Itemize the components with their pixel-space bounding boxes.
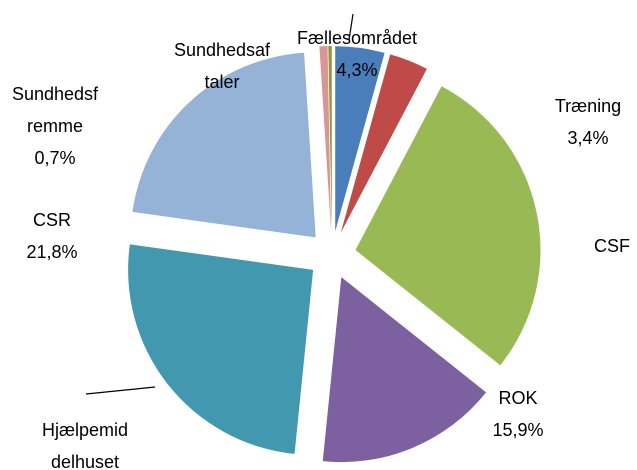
data-label: Træning 3,4% (555, 90, 621, 154)
pie-slice (355, 86, 541, 366)
leader-line (85, 386, 156, 395)
pie-slice (132, 52, 316, 238)
pie-slice (340, 54, 427, 233)
data-label: Sundhedsaf taler (174, 34, 270, 98)
category-label: ROK (498, 388, 538, 408)
pie-slice (319, 46, 332, 232)
data-label: Hjælpemid delhuset (42, 414, 128, 470)
category-label: CSR (32, 210, 72, 230)
data-label: ROK 15,9% (492, 382, 543, 446)
data-label: CSF (594, 230, 630, 262)
category-label: Sundhedsf remme (11, 84, 99, 136)
leader-line (348, 13, 354, 41)
category-label: Sundhedsaf taler (173, 40, 271, 92)
category-label: Fællesområdet (296, 28, 418, 48)
pie-slice (335, 46, 385, 232)
category-label: Hjælpemid delhuset (41, 420, 129, 470)
pie-slice (322, 277, 487, 463)
data-label: CSR 21,8% (26, 204, 77, 268)
value-label: 15,9% (492, 420, 544, 440)
data-label: Fællesområdet 4,3% (297, 22, 417, 86)
pie-slice (128, 244, 314, 454)
value-label: 0,7% (34, 148, 76, 168)
category-label: CSF (594, 236, 630, 256)
value-label: 21,8% (26, 242, 78, 262)
value-label: 4,3% (336, 60, 378, 80)
pie-slice (328, 46, 332, 232)
data-label: Sundhedsf remme 0,7% (12, 78, 98, 174)
category-label: Træning (554, 96, 622, 116)
value-label: 3,4% (567, 128, 609, 148)
